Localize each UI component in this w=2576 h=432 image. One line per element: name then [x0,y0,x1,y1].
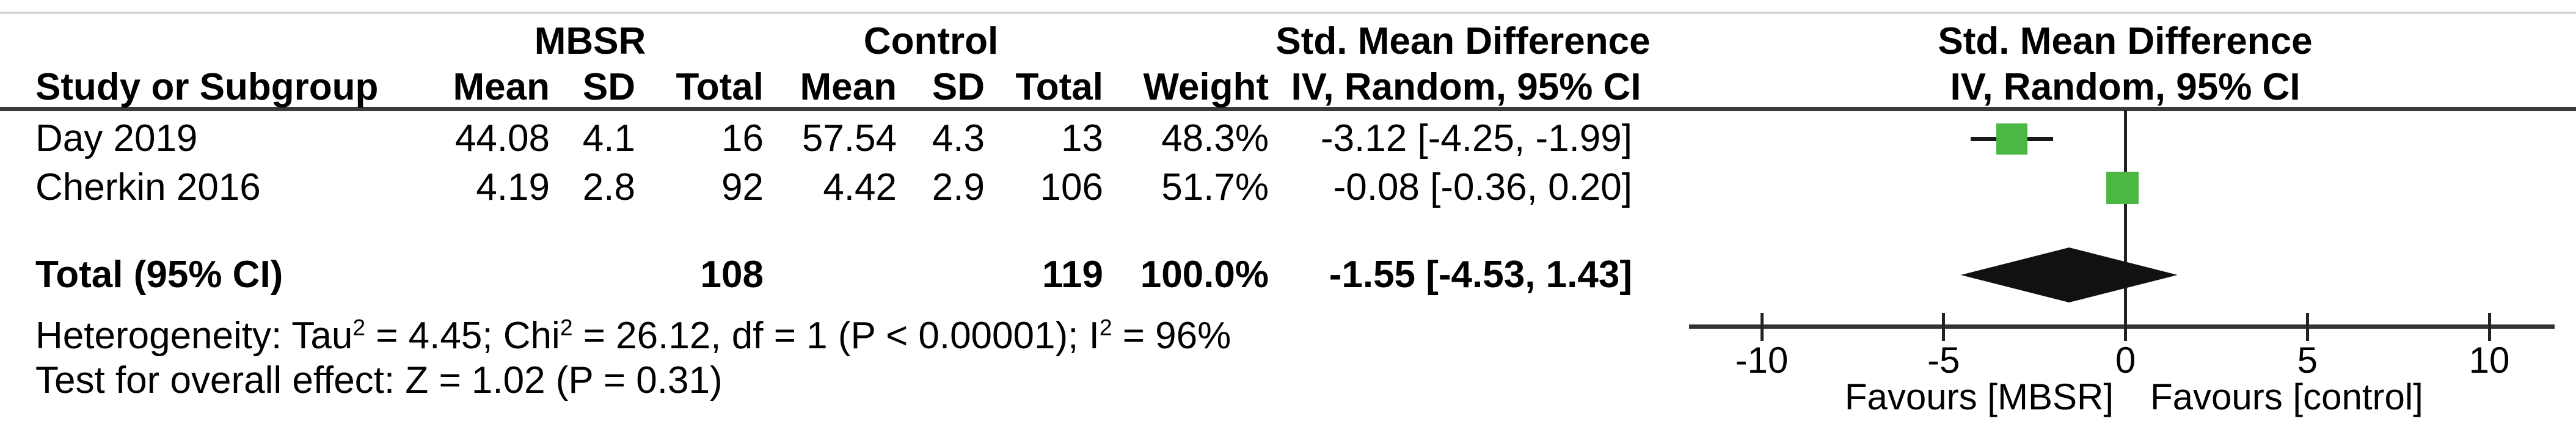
axis-tick [2124,313,2127,341]
axis-tick-label: -10 [1735,340,1789,381]
study-square [1996,123,2028,155]
total-smd-ci: -1.55 [-4.53, 1.43] [1329,254,1632,296]
control-total-value: 106 [1040,166,1103,208]
group-header-control: Control [863,20,999,62]
col-header-mbsr-mean: Mean [453,66,550,108]
control-total-value: 13 [1061,117,1103,159]
mbsr-mean-value: 44.08 [454,117,550,159]
total-mbsr-n: 108 [700,254,764,296]
total-control-n: 119 [1042,254,1103,296]
axis-tick-label: 0 [2115,340,2136,381]
control-sd-value: 2.9 [932,166,985,208]
weight-value: 51.7% [1161,166,1269,208]
favours-left-label: Favours [MBSR] [1844,376,2114,417]
total-label: Total (95% CI) [35,254,283,296]
col-header-iv-stat: IV, Random, 95% CI [1291,66,1641,108]
header-divider [0,107,2576,111]
col-header-iv-plot: IV, Random, 95% CI [1950,66,2301,108]
overall-effect-text: Test for overall effect: Z = 1.02 (P = 0… [35,359,723,401]
control-mean-value: 4.42 [823,166,897,208]
x-axis-line [1688,324,2555,329]
mbsr-total-value: 92 [721,166,764,208]
axis-tick-label: 10 [2468,340,2510,381]
axis-tick [1760,313,1764,341]
mbsr-sd-value: 4.1 [582,117,635,159]
mbsr-mean-value: 4.19 [476,166,550,208]
study-name: Day 2019 [35,117,198,159]
group-header-smd-stat: Std. Mean Difference [1275,20,1651,62]
zero-line [2124,110,2127,328]
axis-tick-label: -5 [1927,340,1960,381]
total-weight: 100.0% [1140,254,1269,296]
col-header-control-total: Total [1015,66,1104,108]
col-header-control-mean: Mean [800,66,897,108]
favours-right-label: Favours [control] [2150,376,2423,417]
heterogeneity-text: Heterogeneity: Tau2 = 4.45; Chi2 = 26.12… [35,314,1231,357]
study-name: Cherkin 2016 [35,166,261,208]
group-header-smd-plot: Std. Mean Difference [1938,20,2313,62]
top-divider [0,12,2576,14]
mbsr-total-value: 16 [721,117,764,159]
control-mean-value: 57.54 [801,117,897,159]
axis-tick-label: 5 [2297,340,2318,381]
summary-diamond [1960,247,2178,302]
col-header-study: Study or Subgroup [35,66,379,108]
col-header-mbsr-sd: SD [582,66,635,108]
weight-value: 48.3% [1161,117,1269,159]
control-sd-value: 4.3 [932,117,985,159]
smd-ci-value: -3.12 [-4.25, -1.99] [1320,117,1632,159]
col-header-control-sd: SD [932,66,985,108]
smd-ci-value: -0.08 [-0.36, 0.20] [1333,166,1632,208]
axis-tick [2487,313,2491,341]
study-square [2106,171,2139,204]
axis-tick [1942,313,1946,341]
axis-tick [2305,313,2309,341]
col-header-weight: Weight [1143,66,1269,108]
mbsr-sd-value: 2.8 [582,166,635,208]
col-header-mbsr-total: Total [676,66,764,108]
group-header-mbsr: MBSR [534,20,646,62]
